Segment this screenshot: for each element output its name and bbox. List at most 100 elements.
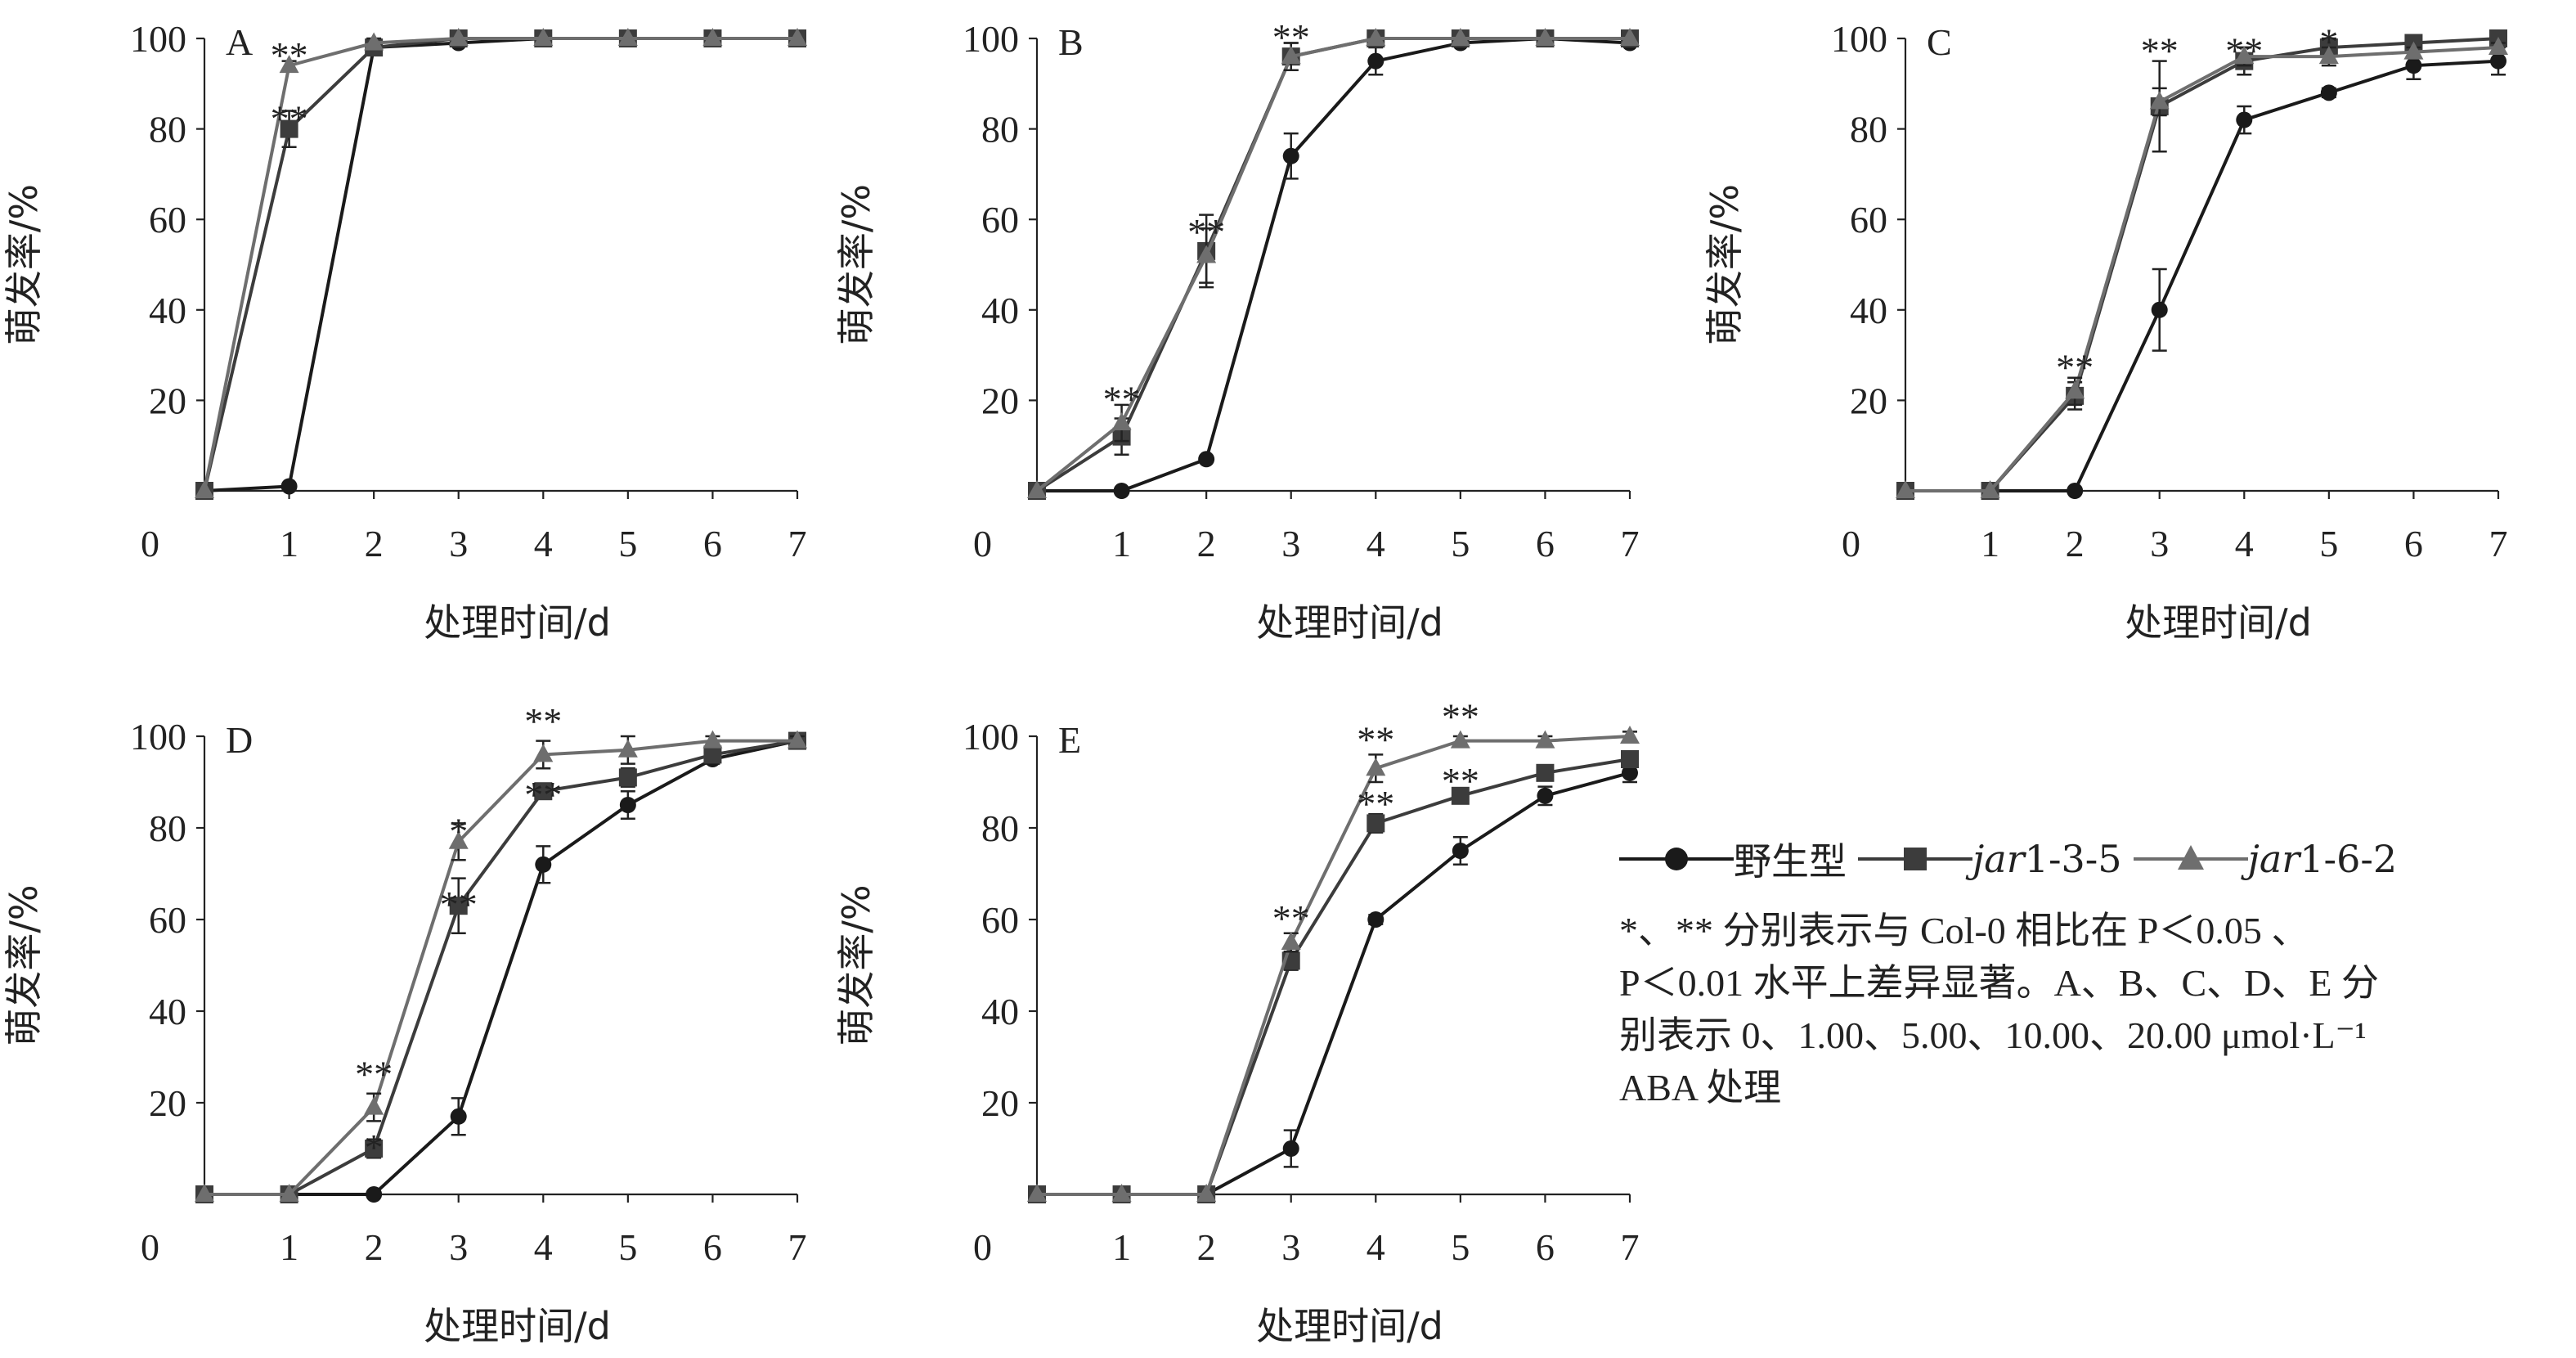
legend-marker-triangle (2133, 845, 2248, 870)
y-tick-label: 40 (149, 290, 186, 331)
data-point-jar1-6-2 (617, 28, 638, 46)
x-axis-title: 处理时间/d (424, 600, 611, 645)
data-point-jar1-3-5 (449, 897, 468, 915)
significance-marker: ** (524, 774, 562, 816)
x-tick-label: 5 (618, 523, 637, 564)
data-point-jar1-6-2 (1896, 480, 1915, 498)
legend: 野生型 jar1-3-5 jar1-6-2 *、** 分别表示与 Col-0 相… (1619, 826, 2568, 1114)
data-point-wild-type (2236, 111, 2253, 128)
significance-marker: ** (2225, 30, 2263, 72)
data-point-jar1-6-2 (1281, 46, 1301, 65)
data-point-wild-type (280, 478, 298, 495)
data-point-wild-type (1198, 451, 1215, 468)
x-tick-label: 6 (1536, 1226, 1555, 1268)
significance-marker: ** (1187, 211, 1225, 253)
x-tick-label: 3 (449, 1226, 468, 1268)
significance-marker: ** (1442, 696, 1479, 738)
legend-marker-circle (1619, 848, 1734, 870)
x-tick-label: 3 (2150, 523, 2169, 564)
significance-marker: ** (2056, 347, 2094, 389)
legend-row: 野生型 jar 1-3-5 jar1-6-2 (1619, 826, 2568, 892)
x-tick-label: 2 (1197, 523, 1216, 564)
y-tick-label: 80 (981, 109, 1019, 151)
x-tick-label: 7 (788, 523, 807, 564)
y-tick-label: 100 (130, 18, 186, 60)
x-tick-label: 7 (788, 1226, 807, 1268)
x-tick-label: 1 (1981, 523, 1999, 564)
legend-label-jar1-6-2-suffix: 1-6-2 (2300, 837, 2398, 881)
data-point-jar1-6-2 (1027, 1184, 1047, 1202)
x-axis-title: 处理时间/d (1256, 1304, 1443, 1348)
x-tick-label: 0 (973, 1226, 992, 1268)
legend-item-jar1-6-2: jar1-6-2 (2133, 834, 2398, 884)
y-tick-label: 20 (981, 380, 1019, 421)
x-tick-label: 2 (1197, 1226, 1216, 1268)
data-point-wild-type (1367, 52, 1384, 70)
data-point-jar1-3-5 (1451, 786, 1470, 805)
y-tick-label: 100 (1831, 18, 1887, 60)
x-tick-label: 5 (1451, 1226, 1470, 1268)
x-tick-label: 1 (280, 1226, 298, 1268)
legend-label-jar1-3-5-suffix: 1-3-5 (2024, 837, 2122, 881)
data-point-jar1-6-2 (2149, 91, 2170, 110)
x-tick-label: 4 (534, 523, 553, 564)
data-point-jar1-6-2 (533, 28, 554, 46)
significance-marker: ** (1357, 719, 1394, 761)
x-tick-label: 0 (973, 523, 992, 564)
y-tick-label: 40 (981, 991, 1019, 1032)
legend-label-wild-type: 野生型 (1734, 839, 1847, 884)
significance-marker: ** (1272, 897, 1310, 939)
panel-letter: C (1927, 21, 1952, 63)
legend-label-jar1-6-2-italic: jar (2247, 837, 2300, 881)
y-tick-label: 40 (1850, 290, 1887, 331)
x-tick-label: 0 (141, 523, 159, 564)
chart-panel-b: 20 40 60 80 100 1 2 3 4 5 6 7 0 处理时间/d 萌发率/% B ** ** ** (834, 16, 1640, 645)
data-point-jar1-3-5 (1621, 750, 1639, 768)
x-tick-label: 0 (1842, 523, 1860, 564)
data-point-jar1-6-2 (1111, 412, 1132, 431)
data-point-jar1-6-2 (1366, 758, 1386, 776)
significance-marker: * (365, 1126, 384, 1168)
y-tick-label: 40 (149, 991, 186, 1032)
legend-item-wild-type: 野生型 (1619, 832, 1847, 886)
data-point-jar1-6-2 (617, 739, 638, 758)
data-point-wild-type (1282, 1140, 1299, 1157)
data-point-jar1-6-2 (702, 730, 723, 749)
y-axis-title: 萌发率/% (834, 184, 878, 345)
significance-marker: ** (271, 34, 308, 76)
significance-marker: ** (440, 884, 478, 925)
data-point-wild-type (619, 797, 636, 813)
x-tick-label: 5 (1451, 523, 1470, 564)
data-point-jar1-6-2 (2488, 37, 2508, 56)
legend-marker-square (1858, 848, 1972, 870)
y-axis-title: 萌发率/% (2, 184, 46, 345)
y-tick-label: 20 (149, 1082, 186, 1124)
data-point-jar1-6-2 (1111, 1184, 1132, 1202)
panel-letter: A (226, 21, 253, 63)
data-point-wild-type (2067, 483, 2084, 499)
data-point-jar1-6-2 (448, 830, 469, 849)
y-tick-label: 60 (1850, 199, 1887, 241)
panel-letter: B (1058, 21, 1084, 63)
significance-marker: * (2319, 21, 2338, 63)
data-point-wild-type (2490, 52, 2506, 70)
data-point-jar1-6-2 (279, 1184, 299, 1202)
x-tick-label: 1 (1112, 523, 1131, 564)
data-point-jar1-3-5 (618, 768, 637, 787)
significance-marker: ** (524, 700, 562, 742)
data-point-wild-type (1282, 147, 1299, 164)
x-tick-label: 4 (1367, 523, 1385, 564)
x-tick-label: 7 (2489, 523, 2508, 564)
significance-marker: ** (1103, 378, 1141, 420)
x-axis-title: 处理时间/d (1256, 600, 1443, 645)
x-tick-label: 2 (365, 1226, 384, 1268)
series-line-jar1-6-2 (1037, 735, 1631, 1196)
x-tick-label: 4 (534, 1226, 553, 1268)
data-point-jar1-6-2 (702, 28, 723, 46)
data-point-jar1-6-2 (1196, 245, 1217, 263)
x-tick-label: 3 (1281, 1226, 1300, 1268)
data-point-wild-type (1537, 787, 1554, 804)
data-point-jar1-6-2 (2065, 380, 2085, 399)
data-point-wild-type (535, 856, 552, 873)
data-point-jar1-6-2 (2403, 41, 2424, 60)
